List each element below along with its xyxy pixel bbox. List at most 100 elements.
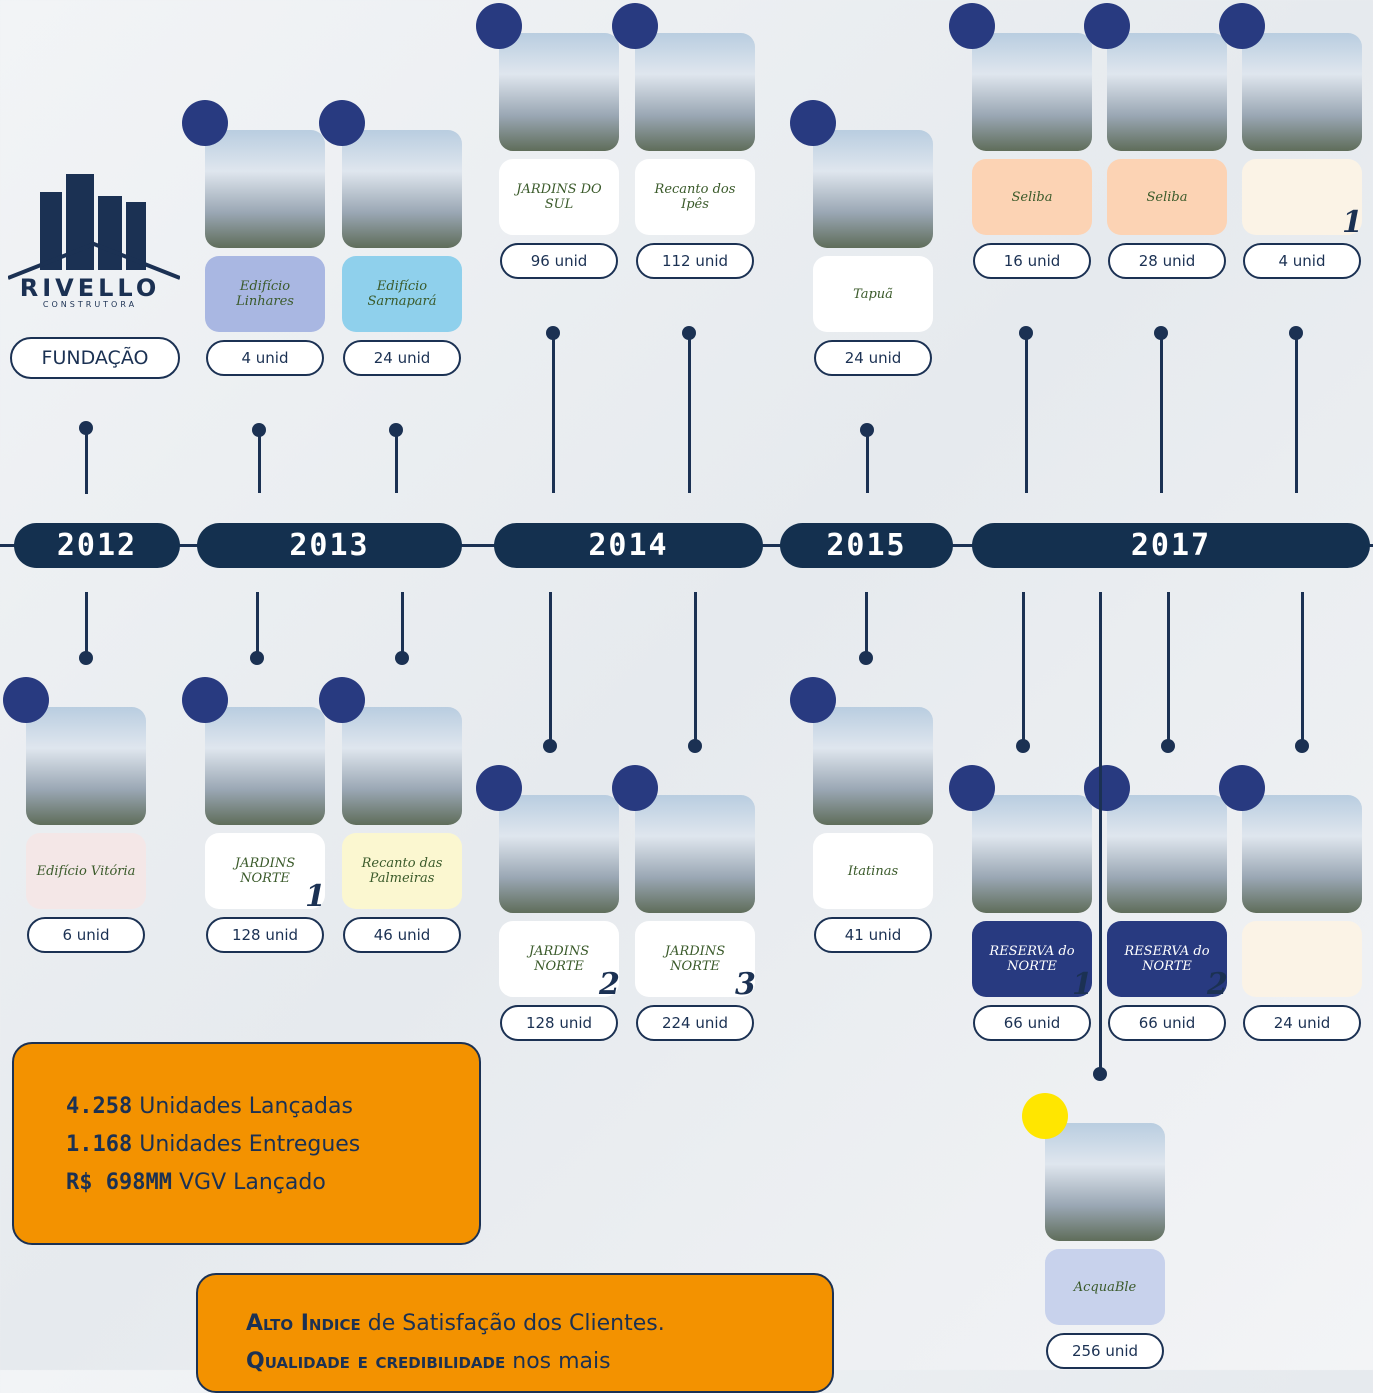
project-logo: Tapuã: [813, 256, 933, 332]
project-logo: AcquaBle: [1045, 1249, 1165, 1325]
units-label: 96 unid: [500, 243, 618, 279]
marker-circle: [1084, 3, 1130, 49]
connector-line: [1295, 333, 1298, 493]
connector-line: [694, 592, 697, 746]
stat-text: VGV Lançado: [179, 1170, 326, 1195]
marker-circle: [790, 677, 836, 723]
units-label: 66 unid: [1108, 1005, 1226, 1041]
marker-circle: [949, 3, 995, 49]
building-photo: [635, 33, 755, 151]
logo-badge: 1: [1342, 205, 1363, 240]
logo-badge: 2: [1207, 967, 1228, 1002]
stat-number: R$ 698MM: [66, 1170, 172, 1195]
logo-text: JARDINS DO SUL: [503, 182, 615, 212]
highlight-row: Alto Indice de Satisfação dos Clientes.: [246, 1305, 832, 1343]
building-photo: [813, 707, 933, 825]
stat-row: R$ 698MM VGV Lançado: [66, 1164, 479, 1202]
connector-line: [1025, 333, 1028, 493]
connector-line: [1022, 592, 1025, 746]
connector-line: [552, 333, 555, 493]
highlight-row: Qualidade e credibilidade nos mais: [246, 1343, 832, 1381]
logo-badge: 3: [735, 967, 756, 1002]
stat-number: 1.168: [66, 1132, 132, 1157]
logo-text: Tapuã: [853, 287, 893, 302]
logo-text: Seliba: [1012, 190, 1053, 205]
stat-row: 1.168 Unidades Entregues: [66, 1126, 479, 1164]
building-photo: [1045, 1123, 1165, 1241]
units-label: 4 unid: [1243, 243, 1361, 279]
logo-text: Itatinas: [848, 864, 898, 879]
project-logo: Edifício Linhares: [205, 256, 325, 332]
building-photo: [342, 130, 462, 248]
building-photo: [1242, 795, 1362, 913]
brand-name: RIVELLO: [10, 274, 170, 302]
year-label: 2013: [197, 523, 462, 568]
marker-circle: [182, 677, 228, 723]
units-label: 224 unid: [636, 1005, 754, 1041]
marker-circle: [319, 677, 365, 723]
marker-circle: [612, 3, 658, 49]
connector-line: [85, 428, 88, 494]
connector-line: [258, 430, 261, 493]
logo-text: Seliba: [1147, 190, 1188, 205]
units-label: 66 unid: [973, 1005, 1091, 1041]
highlight-strong: Qualidade e credibilidade: [246, 1349, 505, 1374]
connector-line: [1099, 592, 1102, 1074]
marker-circle: [476, 765, 522, 811]
units-label: 112 unid: [636, 243, 754, 279]
year-label: 2012: [14, 523, 180, 568]
logo-badge: 1: [305, 879, 326, 914]
marker-circle: [612, 765, 658, 811]
logo-badge: 2: [599, 967, 620, 1002]
building-photo: [1107, 33, 1227, 151]
building-photo: [972, 795, 1092, 913]
connector-line: [401, 592, 404, 658]
building-photo: [499, 33, 619, 151]
building-photo: [972, 33, 1092, 151]
logo-text: Recanto dos Ipês: [639, 182, 751, 212]
units-label: 28 unid: [1108, 243, 1226, 279]
units-label: 16 unid: [973, 243, 1091, 279]
marker-circle: [949, 765, 995, 811]
stat-row: 4.258 Unidades Lançadas: [66, 1088, 479, 1126]
foundation-label: FUNDAÇÃO: [10, 337, 180, 379]
year-label: 2014: [494, 523, 763, 568]
logo-text: Edifício Vitória: [37, 864, 136, 879]
units-label: 6 unid: [27, 917, 145, 953]
units-label: 4 unid: [206, 340, 324, 376]
units-label: 24 unid: [814, 340, 932, 376]
year-label: 2017: [972, 523, 1370, 568]
marker-circle: [1219, 3, 1265, 49]
highlights-box: Alto Indice de Satisfação dos Clientes.Q…: [196, 1273, 834, 1393]
marker-circle: [790, 100, 836, 146]
logo-text: AcquaBle: [1074, 1280, 1137, 1295]
marker-circle: [3, 677, 49, 723]
brand-tagline: CONSTRUTORA: [10, 300, 170, 309]
highlight-text: nos mais: [512, 1349, 610, 1374]
stat-text: Unidades Lançadas: [139, 1094, 353, 1119]
units-label: 128 unid: [500, 1005, 618, 1041]
connector-line: [866, 430, 869, 493]
units-label: 41 unid: [814, 917, 932, 953]
logo-badge: 1: [1072, 967, 1093, 1002]
units-label: 24 unid: [1243, 1005, 1361, 1041]
marker-circle: [1022, 1093, 1068, 1139]
project-logo: Edifício Vitória: [26, 833, 146, 909]
building-photo: [1107, 795, 1227, 913]
building-photo: [205, 707, 325, 825]
building-photo: [26, 707, 146, 825]
marker-circle: [476, 3, 522, 49]
project-logo: Edifício Sarnapará: [342, 256, 462, 332]
units-label: 46 unid: [343, 917, 461, 953]
connector-line: [256, 592, 259, 658]
project-logo: Recanto dos Ipês: [635, 159, 755, 235]
connector-line: [865, 592, 868, 658]
connector-line: [85, 592, 88, 658]
logo-text: Recanto das Palmeiras: [346, 856, 458, 886]
project-logo: Recanto das Palmeiras: [342, 833, 462, 909]
building-photo: [635, 795, 755, 913]
stat-number: 4.258: [66, 1094, 132, 1119]
project-logo: [1242, 921, 1362, 997]
logo-text: Edifício Linhares: [209, 279, 321, 309]
